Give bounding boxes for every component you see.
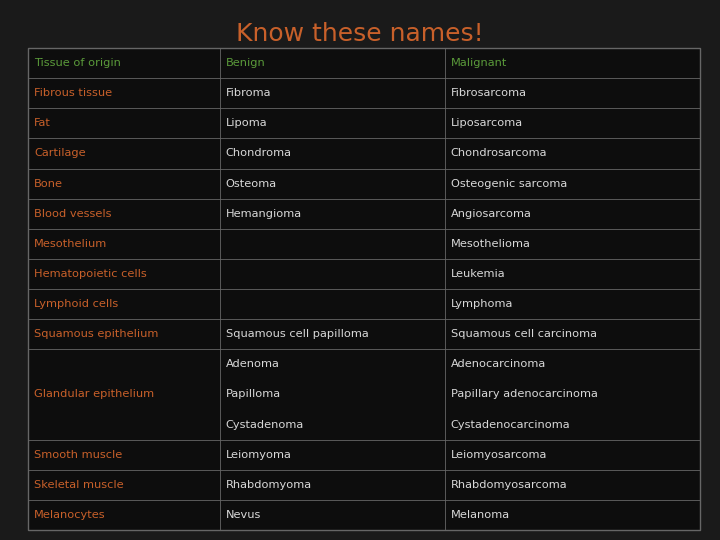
Text: Lipoma: Lipoma — [225, 118, 267, 129]
Text: Rhabdomyoma: Rhabdomyoma — [225, 480, 312, 490]
Text: Rhabdomyosarcoma: Rhabdomyosarcoma — [451, 480, 567, 490]
Text: Cystadenocarcinoma: Cystadenocarcinoma — [451, 420, 570, 429]
Text: Smooth muscle: Smooth muscle — [34, 450, 122, 460]
Text: Hemangioma: Hemangioma — [225, 208, 302, 219]
Text: Cartilage: Cartilage — [34, 148, 86, 158]
Text: Adenoma: Adenoma — [225, 359, 279, 369]
Text: Fibrosarcoma: Fibrosarcoma — [451, 88, 526, 98]
Text: Hematopoietic cells: Hematopoietic cells — [34, 269, 147, 279]
Text: Skeletal muscle: Skeletal muscle — [34, 480, 124, 490]
Text: Mesothelioma: Mesothelioma — [451, 239, 531, 249]
Text: Chondroma: Chondroma — [225, 148, 292, 158]
Text: Glandular epithelium: Glandular epithelium — [34, 389, 154, 400]
Text: Melanocytes: Melanocytes — [34, 510, 106, 520]
Text: Leiomyoma: Leiomyoma — [225, 450, 292, 460]
Text: Lymphoma: Lymphoma — [451, 299, 513, 309]
Text: Fat: Fat — [34, 118, 51, 129]
Text: Leukemia: Leukemia — [451, 269, 505, 279]
Text: Bone: Bone — [34, 179, 63, 188]
Text: Malignant: Malignant — [451, 58, 507, 68]
Text: Tissue of origin: Tissue of origin — [34, 58, 121, 68]
Text: Osteogenic sarcoma: Osteogenic sarcoma — [451, 179, 567, 188]
Text: Osteoma: Osteoma — [225, 179, 276, 188]
Text: Blood vessels: Blood vessels — [34, 208, 112, 219]
Text: Nevus: Nevus — [225, 510, 261, 520]
Text: Cystadenoma: Cystadenoma — [225, 420, 304, 429]
Text: Know these names!: Know these names! — [236, 22, 484, 46]
Text: Squamous epithelium: Squamous epithelium — [34, 329, 158, 339]
Text: Melanoma: Melanoma — [451, 510, 510, 520]
Text: Lymphoid cells: Lymphoid cells — [34, 299, 118, 309]
Text: Squamous cell carcinoma: Squamous cell carcinoma — [451, 329, 597, 339]
Text: Fibrous tissue: Fibrous tissue — [34, 88, 112, 98]
Text: Squamous cell papilloma: Squamous cell papilloma — [225, 329, 368, 339]
Text: Angiosarcoma: Angiosarcoma — [451, 208, 531, 219]
Text: Leiomyosarcoma: Leiomyosarcoma — [451, 450, 547, 460]
Text: Mesothelium: Mesothelium — [34, 239, 107, 249]
Text: Papilloma: Papilloma — [225, 389, 281, 400]
Text: Fibroma: Fibroma — [225, 88, 271, 98]
Text: Chondrosarcoma: Chondrosarcoma — [451, 148, 547, 158]
Text: Adenocarcinoma: Adenocarcinoma — [451, 359, 546, 369]
Text: Papillary adenocarcinoma: Papillary adenocarcinoma — [451, 389, 598, 400]
Bar — [28, 48, 700, 530]
Text: Benign: Benign — [225, 58, 265, 68]
Bar — [28, 48, 700, 530]
Text: Liposarcoma: Liposarcoma — [451, 118, 523, 129]
